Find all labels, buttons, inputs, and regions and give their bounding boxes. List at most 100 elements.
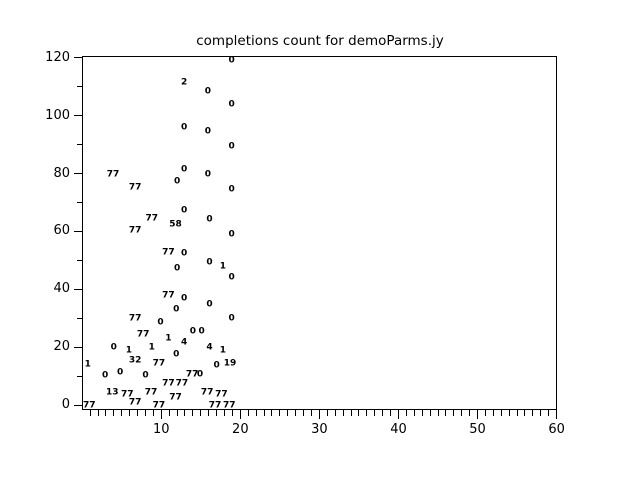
x-axis-minor-tick xyxy=(311,410,312,416)
y-axis-major-tick xyxy=(74,115,82,117)
y-axis-major-tick xyxy=(74,230,82,232)
data-point-label: 1 xyxy=(148,342,155,353)
x-axis-minor-tick xyxy=(271,410,273,416)
x-axis-minor-tick xyxy=(421,410,423,416)
x-axis-minor-tick xyxy=(137,410,139,416)
data-point-label: 0 xyxy=(228,184,235,195)
data-point-label: 0 xyxy=(228,313,235,324)
data-point-label: 77 xyxy=(169,392,182,403)
data-point-label: 0 xyxy=(181,205,188,216)
data-point-label: 0 xyxy=(117,367,124,378)
x-axis-minor-tick xyxy=(334,410,336,416)
x-axis-minor-tick xyxy=(453,410,455,416)
data-point-label: 0 xyxy=(173,263,181,274)
y-axis-major-tick xyxy=(74,57,82,59)
data-point-label: 77 xyxy=(128,225,142,236)
data-point-label: 0 xyxy=(142,370,149,381)
data-point-label: 1 xyxy=(219,261,227,272)
data-point-label: 0 xyxy=(173,176,181,187)
x-axis-minor-tick xyxy=(113,410,115,416)
data-point-label: 0 xyxy=(110,342,117,353)
x-axis-minor-tick xyxy=(247,410,249,416)
data-point-label: 1 xyxy=(84,359,91,370)
x-axis-minor-tick xyxy=(508,410,510,416)
data-point-label: 77 xyxy=(144,387,158,398)
x-axis-minor-tick xyxy=(279,410,281,416)
x-axis-minor-tick xyxy=(500,410,502,416)
y-axis-tick-label: 40 xyxy=(53,281,70,297)
data-point-label: 0 xyxy=(206,214,213,225)
data-point-label: 0 xyxy=(101,370,109,381)
x-axis-minor-tick xyxy=(469,410,471,416)
data-point-label: 0 xyxy=(181,248,188,259)
data-point-label: 77 xyxy=(106,169,120,180)
x-axis-major-tick xyxy=(239,410,241,419)
data-point-label: 77 xyxy=(162,378,175,389)
x-axis-minor-tick xyxy=(303,410,305,416)
x-axis-minor-tick xyxy=(437,410,439,416)
y-axis-tick-label: 20 xyxy=(53,339,70,355)
data-point-label: 4 xyxy=(206,342,213,353)
chart-title: completions count for demoParms.jy xyxy=(196,33,444,49)
data-point-label: 77 xyxy=(215,389,228,400)
y-axis-tick-label: 100 xyxy=(45,107,70,123)
x-axis-tick-label: 10 xyxy=(152,422,170,437)
data-point-label: 0 xyxy=(157,317,164,328)
x-axis-minor-tick xyxy=(255,410,257,416)
data-point-label: 77 xyxy=(152,400,166,411)
x-axis-minor-tick xyxy=(492,410,494,416)
data-point-label: 0 xyxy=(228,99,235,110)
data-point-label: 0 xyxy=(198,326,205,337)
data-point-label: 0 xyxy=(228,55,235,66)
y-axis-minor-tick xyxy=(77,86,82,88)
y-axis-tick-label: 60 xyxy=(53,223,70,239)
data-point-label: 0 xyxy=(196,369,204,380)
data-point-label: 0 xyxy=(181,293,188,304)
x-axis-minor-tick xyxy=(358,410,360,416)
data-point-label: 0 xyxy=(181,122,188,133)
data-point-label: 0 xyxy=(228,141,235,152)
data-point-label: 77 xyxy=(121,389,134,400)
data-point-label: 77 xyxy=(185,369,199,380)
data-point-label: 0 xyxy=(206,299,213,310)
x-axis-tick-label: 50 xyxy=(469,422,486,437)
data-point-label: 1 xyxy=(219,345,227,356)
data-point-label: 77 xyxy=(223,400,236,411)
data-point-label: 77 xyxy=(128,313,142,324)
x-axis-minor-tick xyxy=(295,410,297,416)
x-axis-minor-tick xyxy=(263,410,265,416)
data-point-label: 2 xyxy=(181,77,188,88)
data-point-label: 1 xyxy=(125,345,132,356)
data-point-label: 0 xyxy=(204,126,212,137)
x-axis-minor-tick xyxy=(105,410,107,416)
x-axis-minor-tick xyxy=(121,410,123,416)
x-axis-minor-tick xyxy=(516,410,518,416)
x-axis-minor-tick xyxy=(413,410,415,416)
x-axis-minor-tick xyxy=(524,410,526,416)
y-axis-tick-label: 0 xyxy=(61,397,70,412)
x-axis-tick-label: 40 xyxy=(390,422,407,437)
x-axis-minor-tick xyxy=(429,410,431,416)
y-axis-major-tick xyxy=(74,346,82,348)
x-axis-minor-tick xyxy=(192,410,194,416)
x-axis-minor-tick xyxy=(97,410,99,416)
x-axis-minor-tick xyxy=(366,410,368,416)
x-axis-minor-tick xyxy=(152,410,154,416)
y-axis-minor-tick xyxy=(77,317,82,319)
data-point-label: 77 xyxy=(145,213,159,224)
x-axis-minor-tick xyxy=(350,410,352,416)
x-axis-minor-tick xyxy=(216,410,218,416)
data-point-label: 77 xyxy=(128,182,142,193)
x-axis-minor-tick xyxy=(540,410,542,416)
x-axis-minor-tick xyxy=(144,410,146,416)
x-axis-minor-tick xyxy=(231,410,233,416)
y-axis-minor-tick xyxy=(77,375,82,377)
x-axis-minor-tick xyxy=(176,410,178,416)
x-axis-minor-tick xyxy=(208,410,210,416)
data-point-label: 77 xyxy=(83,400,96,411)
x-axis-minor-tick xyxy=(461,410,463,416)
data-point-label: 0 xyxy=(228,272,235,283)
x-axis-minor-tick xyxy=(200,410,202,416)
x-axis-minor-tick xyxy=(484,410,486,416)
